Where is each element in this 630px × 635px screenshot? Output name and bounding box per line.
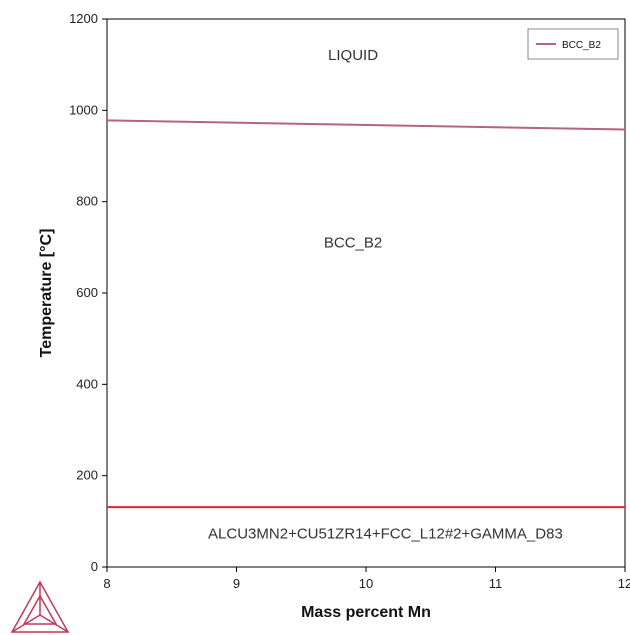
legend: BCC_B2 xyxy=(527,28,619,60)
y-tick-label: 1200 xyxy=(69,11,98,26)
x-tick-label: 8 xyxy=(103,576,110,591)
region-label: LIQUID xyxy=(328,47,378,64)
series-line-bcc-b2 xyxy=(106,119,626,131)
y-tick-label: 400 xyxy=(76,376,98,391)
x-axis-title: Mass percent Mn xyxy=(301,604,431,621)
x-tick-label: 9 xyxy=(233,576,240,591)
x-axis: 8 9 10 11 12 xyxy=(103,567,630,591)
y-tick-label: 600 xyxy=(76,285,98,300)
plot-area xyxy=(106,18,626,568)
y-axis-title: Temperature [°C] xyxy=(38,229,55,358)
y-axis: 0 200 400 600 800 1000 1200 xyxy=(69,11,107,574)
y-tick-label: 0 xyxy=(91,559,98,574)
annotation-layer: LIQUID BCC_B2 ALCU3MN2+CU51ZR14+FCC_L12#2+… xyxy=(208,47,563,543)
region-label: ALCU3MN2+CU51ZR14+FCC_L12#2+GAMMA_D83 xyxy=(208,526,563,543)
region-label: BCC_B2 xyxy=(324,234,382,251)
x-tick-label: 11 xyxy=(489,576,503,591)
y-tick-label: 1000 xyxy=(69,102,98,117)
thermo-calc-logo-icon xyxy=(10,580,70,633)
series-layer xyxy=(106,119,626,509)
legend-label-bcc-b2: BCC_B2 xyxy=(562,40,601,51)
x-tick-label: 12 xyxy=(618,576,630,591)
y-tick-label: 200 xyxy=(76,468,98,483)
x-tick-label: 10 xyxy=(359,576,373,591)
y-tick-label: 800 xyxy=(76,194,98,209)
